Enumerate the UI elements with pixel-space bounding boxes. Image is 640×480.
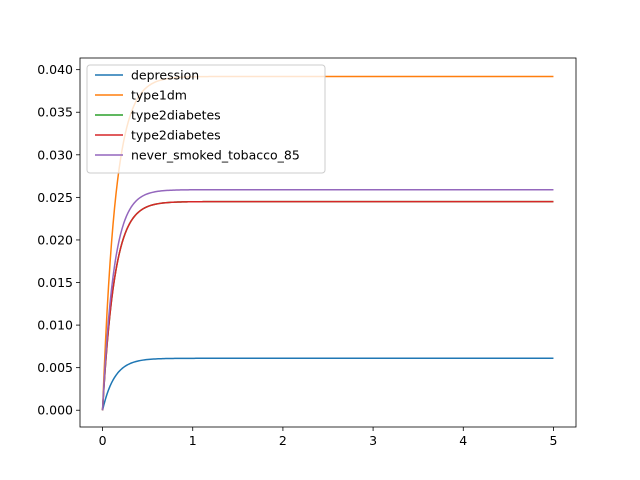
y-tick-label: 0.005: [37, 360, 73, 375]
legend-label-2: type2diabetes: [131, 108, 221, 123]
y-tick-label: 0.010: [37, 318, 73, 333]
x-tick-label: 3: [369, 433, 377, 448]
legend: depression type1dm type2diabetes type2diabe…: [86, 64, 326, 174]
series-line-4: [101, 188, 554, 411]
series-line-0: [101, 357, 554, 411]
x-tick-label: 2: [279, 433, 287, 448]
legend-label-4: never_smoked_tobacco_85: [131, 148, 300, 163]
y-tick-label: 0.015: [37, 275, 73, 290]
y-tick-label: 0.035: [37, 105, 73, 120]
legend-box: [86, 64, 326, 174]
x-tick-label: 5: [549, 433, 557, 448]
y-tick-label: 0.000: [37, 403, 73, 418]
legend-label-0: depression: [131, 68, 199, 83]
axes-frame: [79, 57, 577, 428]
legend-label-1: type1dm: [131, 88, 187, 103]
y-tick-label: 0.040: [37, 62, 73, 77]
series-line-3: [101, 200, 554, 411]
y-tick-label: 0.020: [37, 232, 73, 247]
y-tick-label: 0.030: [37, 147, 73, 162]
x-tick-label: 0: [99, 433, 107, 448]
y-tick-label: 0.025: [37, 190, 73, 205]
axes-layer: 0 1 2 3 4 5 0.000 0.005 0.010 0.015 0.020 0.025 0.03…: [37, 57, 577, 448]
legend-label-3: type2diabetes: [131, 128, 221, 143]
x-tick-label: 4: [459, 433, 467, 448]
x-tick-label: 1: [189, 433, 197, 448]
